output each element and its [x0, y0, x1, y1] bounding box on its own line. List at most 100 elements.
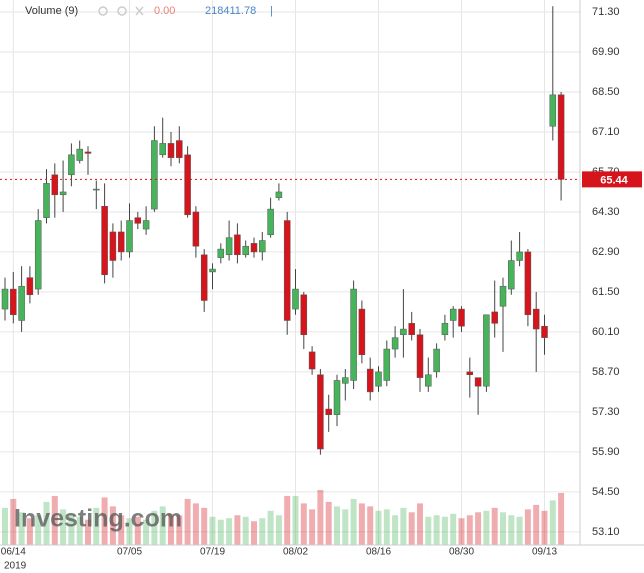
candle-body [59, 191, 67, 196]
volume-bar [18, 512, 25, 545]
watermark: Investing.com [14, 505, 182, 533]
x-tick-label: 08/30 [449, 547, 474, 558]
candle-body [200, 254, 208, 301]
last-price-box [582, 171, 642, 188]
candle-body [1, 288, 9, 310]
candle-body [441, 323, 449, 336]
volume-bar [267, 510, 274, 545]
volume-bar [43, 501, 50, 545]
candle-body [76, 148, 83, 161]
volume-bar [350, 498, 357, 545]
candle-body [391, 337, 399, 350]
y-tick-label: 53.10 [592, 526, 620, 538]
volume-bar [549, 500, 556, 545]
volume-bar [251, 521, 257, 545]
volume-bar [217, 519, 224, 545]
candle-body [167, 143, 175, 158]
x-tick-label: 09/13 [532, 547, 557, 558]
candle-body [126, 220, 133, 253]
candle-body [333, 380, 341, 415]
candle-body [109, 231, 117, 261]
candle-body [375, 371, 382, 387]
x-tick-label: 07/19 [200, 547, 225, 558]
volume-bar [68, 513, 75, 545]
candles [1, 6, 565, 455]
candle-body [117, 231, 125, 253]
candle-body [532, 308, 540, 330]
volume-bar [242, 516, 249, 545]
candle-body [176, 140, 183, 158]
volume-bar [541, 510, 548, 545]
volume-bar [176, 515, 183, 545]
volume-bar [159, 506, 166, 545]
candle-body [10, 288, 17, 316]
candle-body [184, 154, 191, 216]
volume-bar [408, 512, 415, 545]
y-tick-label: 68.50 [592, 86, 620, 98]
volume-bar [433, 515, 440, 545]
candle-body [474, 377, 482, 387]
y-tick-label: 60.10 [592, 326, 620, 338]
candle-body [408, 323, 415, 336]
candle-body [43, 183, 50, 218]
year-label: 2019 [4, 561, 27, 572]
volume-bar [491, 507, 498, 545]
volume-bar [375, 510, 382, 545]
candle-body [541, 325, 548, 338]
candle-body [242, 245, 249, 256]
volume-bar [392, 515, 399, 545]
y-tick-label: 57.30 [592, 406, 620, 418]
candle-body [466, 371, 474, 376]
candle-body [142, 220, 150, 230]
volume-bar [192, 503, 199, 545]
y-tick-label: 69.90 [592, 46, 620, 58]
candle-body [557, 94, 565, 180]
candle-body [358, 308, 366, 356]
y-tick-label: 64.30 [592, 206, 620, 218]
volume-bar [292, 495, 299, 545]
volume-bar [425, 516, 432, 545]
candle-body [34, 220, 42, 290]
candle-body [325, 408, 332, 415]
candle-body [499, 285, 507, 307]
volume-bar [458, 518, 465, 545]
volume-bar [325, 501, 332, 545]
volume-bar [101, 497, 108, 545]
candle-body [234, 234, 241, 256]
volume-bar [524, 509, 531, 545]
candle-body [549, 94, 557, 127]
volume-bar [516, 516, 523, 545]
volume-bar [275, 515, 282, 545]
legend-icons [98, 6, 144, 16]
candle-body [350, 288, 357, 381]
volume-bar [367, 506, 374, 545]
volume-bar [417, 503, 423, 545]
candle-body [416, 334, 424, 378]
candle-body [159, 143, 166, 156]
legend-ma: 218411.78 [205, 5, 256, 17]
legend-label: Volume (9) [25, 5, 78, 17]
candle-body [192, 211, 200, 247]
volume-bar [450, 513, 457, 545]
candle-body [342, 377, 349, 384]
candle-body [400, 328, 407, 336]
candle-body [225, 237, 233, 256]
volume-bar [76, 516, 83, 545]
volume-bar [483, 510, 490, 545]
volume-bar [201, 507, 208, 545]
volume-bar [93, 507, 100, 545]
volume-bar [475, 512, 482, 545]
candle-body [508, 260, 515, 290]
candle-body [491, 311, 498, 324]
volume-bar [85, 519, 91, 545]
legend-change: 0.00 [154, 5, 175, 17]
candle-body [483, 314, 490, 387]
volume-bar [466, 515, 473, 545]
volume-bar [35, 515, 42, 545]
candle-body [458, 308, 465, 327]
candle-body [93, 188, 100, 191]
y-tick-label: 61.50 [592, 286, 620, 298]
volume-bar [500, 512, 506, 545]
volume-bar [508, 515, 515, 545]
